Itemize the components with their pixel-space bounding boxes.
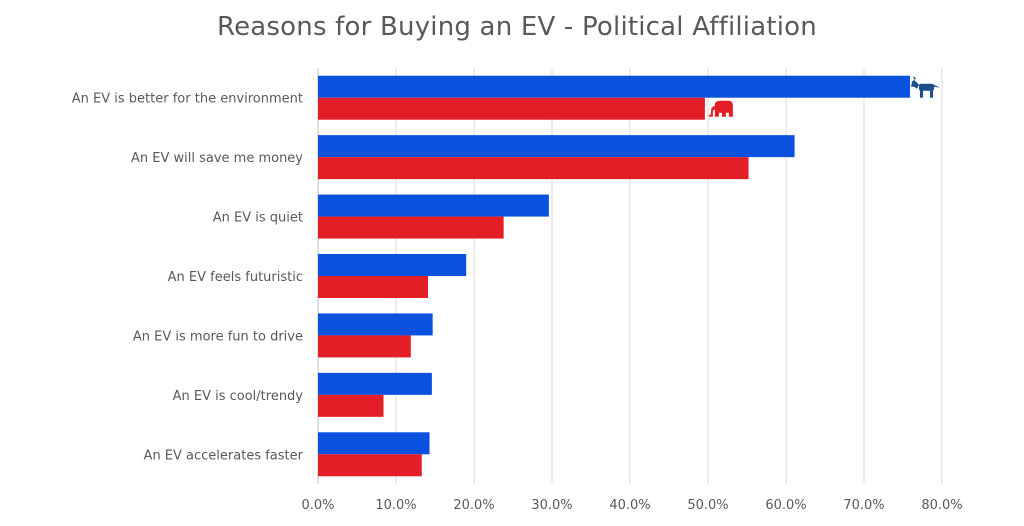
bar (318, 75, 911, 98)
chart-title: Reasons for Buying an EV - Political Aff… (217, 12, 817, 42)
x-tick-label: 20.0% (453, 498, 494, 513)
x-tick-label: 40.0% (609, 498, 650, 513)
x-tick-label: 0.0% (301, 498, 334, 513)
category-label: An EV will save me money (131, 151, 303, 166)
bar (318, 157, 749, 180)
bar (318, 97, 705, 120)
elephant-icon (708, 100, 733, 117)
bar (318, 216, 504, 239)
x-tick-label: 30.0% (531, 498, 572, 513)
bar (318, 135, 795, 158)
donkey-icon (911, 75, 941, 98)
x-tick-label: 70.0% (843, 498, 884, 513)
category-label: An EV accelerates faster (144, 448, 304, 463)
x-tick-label: 10.0% (375, 498, 416, 513)
category-label: An EV is cool/trendy (173, 389, 304, 404)
bar (318, 372, 432, 395)
bar (318, 432, 430, 455)
bar (318, 194, 549, 217)
bar (318, 454, 422, 477)
bar (318, 335, 411, 358)
x-tick-label: 60.0% (765, 498, 806, 513)
bar (318, 394, 384, 417)
category-label: An EV is quiet (213, 211, 303, 226)
category-label: An EV is better for the environment (72, 92, 303, 107)
bar (318, 276, 428, 298)
bar (318, 313, 433, 336)
x-tick-label: 80.0% (921, 498, 962, 513)
category-label: An EV is more fun to drive (133, 329, 303, 344)
bar (318, 254, 467, 276)
category-label: An EV feels futuristic (168, 270, 303, 285)
x-tick-label: 50.0% (687, 498, 728, 513)
